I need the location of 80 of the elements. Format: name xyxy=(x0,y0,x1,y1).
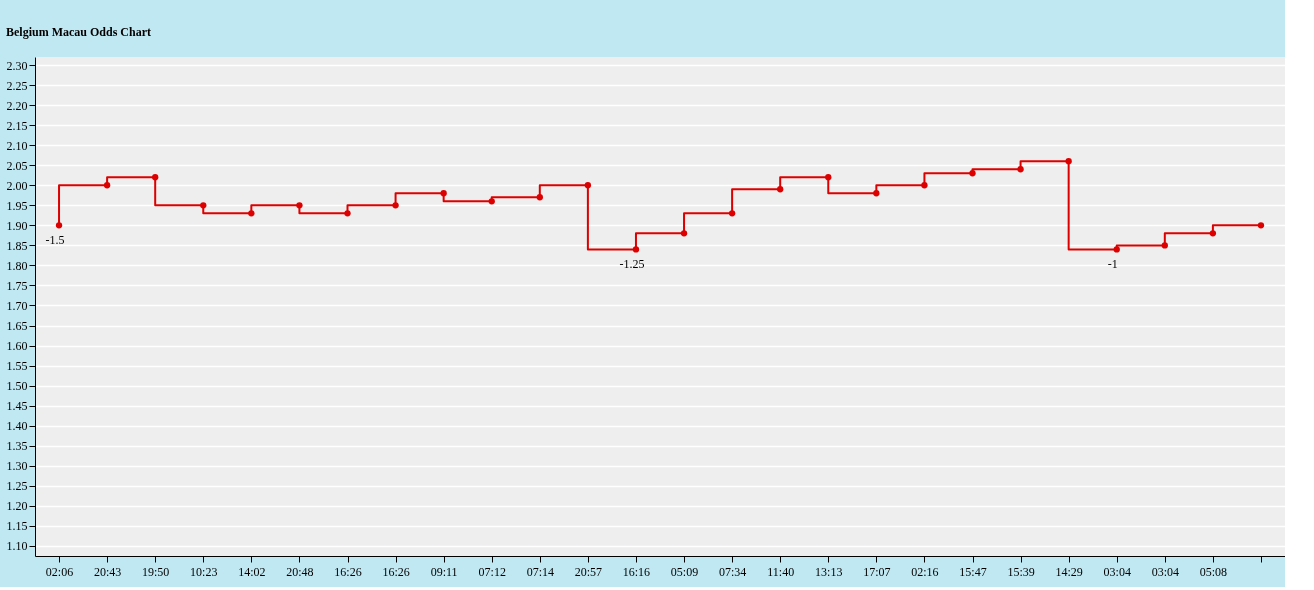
point xyxy=(777,186,784,193)
x-tick-label: 02:16 xyxy=(911,564,939,579)
point xyxy=(296,202,303,209)
y-tick-label: 1.55 xyxy=(6,359,28,374)
point xyxy=(969,170,976,177)
x-tick-label: 07:14 xyxy=(526,564,554,579)
y-tick-label: 1.35 xyxy=(6,439,28,454)
y-tick-label: 1.85 xyxy=(6,238,28,253)
x-tick-label: 20:43 xyxy=(93,564,122,579)
point xyxy=(1209,230,1217,237)
point xyxy=(921,182,928,189)
point xyxy=(152,174,159,181)
x-tick-label: 20:57 xyxy=(574,564,603,579)
y-tick-label: 1.50 xyxy=(6,379,28,394)
y-tick-label: 1.90 xyxy=(6,218,28,233)
y-tick-label: 1.25 xyxy=(6,479,28,494)
y-tick-label: 2.20 xyxy=(6,98,28,113)
point xyxy=(488,198,495,205)
x-tick-label: 20:48 xyxy=(286,564,314,579)
x-tick-label: 05:09 xyxy=(670,564,699,579)
point xyxy=(1017,166,1024,173)
y-tick-label: 2.15 xyxy=(6,118,28,133)
x-tick-label: 10:23 xyxy=(190,564,218,579)
point xyxy=(632,246,640,253)
x-tick-label: 02:06 xyxy=(45,564,74,579)
annotation: -1.5 xyxy=(45,233,65,248)
y-tick-label: 1.60 xyxy=(6,339,28,354)
y-tick-label: 2.00 xyxy=(6,178,28,193)
point xyxy=(825,174,832,181)
annotation: -1.25 xyxy=(619,257,645,272)
point xyxy=(1113,246,1120,253)
x-tick-label: 03:04 xyxy=(1151,564,1179,579)
chart-title: Belgium Macau Odds Chart xyxy=(6,25,152,39)
point xyxy=(248,210,255,217)
point xyxy=(55,222,63,229)
point xyxy=(200,202,207,209)
y-tick-label: 2.05 xyxy=(6,158,28,173)
x-tick-label: 09:11 xyxy=(430,564,458,579)
x-tick-label: 14:02 xyxy=(238,564,266,579)
x-tick-label: 13:13 xyxy=(815,564,843,579)
point xyxy=(536,194,543,201)
x-tick-label: 19:50 xyxy=(142,564,170,579)
x-tick-label: 14:29 xyxy=(1055,564,1083,579)
y-tick-label: 2.30 xyxy=(6,58,28,73)
x-tick-label: 03:04 xyxy=(1103,564,1131,579)
x-tick-label: 11:40 xyxy=(767,564,795,579)
point xyxy=(1065,158,1072,165)
x-tick-label: 16:26 xyxy=(334,564,362,579)
y-tick-label: 1.95 xyxy=(6,198,28,213)
point xyxy=(1257,222,1265,229)
y-tick-label: 1.45 xyxy=(6,399,28,414)
y-tick-label: 1.20 xyxy=(6,499,28,514)
x-tick-label: 15:47 xyxy=(959,564,987,579)
point xyxy=(680,230,688,237)
x-tick-label: 16:16 xyxy=(622,564,651,579)
y-tick-label: 2.10 xyxy=(6,138,28,153)
x-tick-label: 05:08 xyxy=(1199,564,1228,579)
point xyxy=(728,210,736,217)
x-tick-label: 16:26 xyxy=(382,564,410,579)
point xyxy=(392,202,399,209)
y-tick-label: 2.25 xyxy=(6,78,28,93)
point xyxy=(873,190,880,197)
point xyxy=(344,210,351,217)
point xyxy=(103,182,111,189)
x-tick-label: 17:07 xyxy=(863,564,891,579)
annotation: -1 xyxy=(1107,257,1118,272)
point xyxy=(1161,242,1168,249)
point xyxy=(440,190,447,197)
x-tick-label: 07:34 xyxy=(718,564,747,579)
point xyxy=(584,182,592,189)
y-tick-label: 1.10 xyxy=(6,539,28,554)
y-tick-label: 1.80 xyxy=(6,258,28,273)
y-tick-label: 1.65 xyxy=(6,319,28,334)
y-tick-label: 1.75 xyxy=(6,278,28,293)
y-tick-label: 1.40 xyxy=(6,419,28,434)
x-tick-label: 15:39 xyxy=(1007,564,1035,579)
y-tick-label: 1.15 xyxy=(6,519,28,534)
x-tick-label: 07:12 xyxy=(478,564,506,579)
y-tick-label: 1.30 xyxy=(6,459,28,474)
y-tick-label: 1.70 xyxy=(6,299,28,313)
